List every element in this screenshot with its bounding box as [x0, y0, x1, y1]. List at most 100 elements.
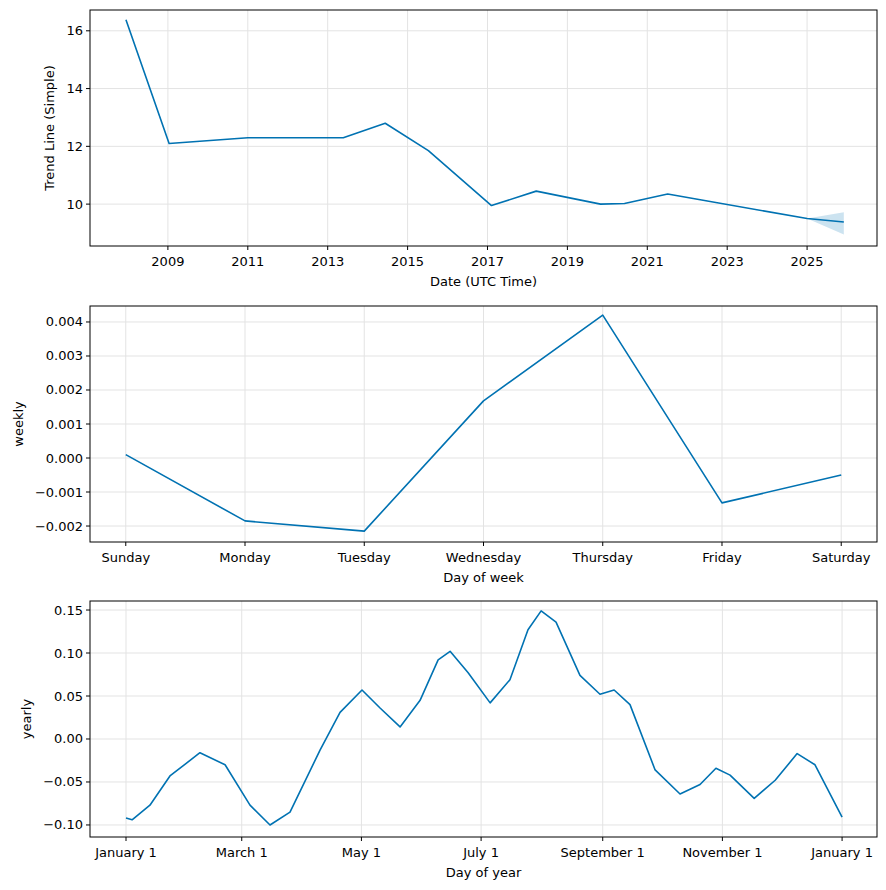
- grid-line: [241, 601, 242, 837]
- tick-label: −0.001: [35, 485, 83, 500]
- grid-line: [841, 306, 842, 542]
- x-axis-label: Day of week: [443, 570, 524, 585]
- grid-line: [602, 601, 603, 837]
- tick-mark: [247, 246, 248, 250]
- tick-mark: [86, 146, 90, 147]
- grid-line: [487, 10, 488, 246]
- tick-label: 2021: [631, 254, 664, 269]
- tick-mark: [327, 246, 328, 250]
- tick-label: January 1: [94, 845, 157, 860]
- tick-label: 0.15: [54, 603, 83, 618]
- frame: [90, 306, 877, 542]
- grid-line: [90, 30, 877, 31]
- tick-label: 2023: [711, 254, 744, 269]
- trend-line: [126, 611, 842, 825]
- tick-mark: [86, 204, 90, 205]
- tick-label: 0.001: [46, 417, 83, 432]
- tick-mark: [487, 246, 488, 250]
- tick-mark: [86, 653, 90, 654]
- grid-line: [361, 601, 362, 837]
- tick-label: 10: [66, 197, 83, 212]
- tick-label: 0.002: [46, 382, 83, 397]
- tick-label: July 1: [462, 845, 499, 860]
- tick-mark: [86, 389, 90, 390]
- tick-mark: [86, 824, 90, 825]
- x-axis-label: Date (UTC Time): [430, 274, 537, 289]
- grid-line: [727, 10, 728, 246]
- grid-line: [167, 10, 168, 246]
- tick-label: −0.05: [43, 774, 83, 789]
- tick-mark: [567, 246, 568, 250]
- tick-mark: [483, 542, 484, 546]
- tick-label: Friday: [702, 550, 742, 565]
- grid-line: [90, 824, 877, 825]
- frame: [90, 10, 877, 246]
- grid-line: [125, 306, 126, 542]
- tick-mark: [602, 837, 603, 841]
- tick-label: 0.10: [54, 646, 83, 661]
- tick-label: 2017: [471, 254, 504, 269]
- tick-label: 2019: [551, 254, 584, 269]
- trend-line: [126, 20, 844, 222]
- grid-line: [567, 10, 568, 246]
- tick-label: 0.05: [54, 689, 83, 704]
- y-axis-label: Trend Line (Simple): [42, 65, 57, 191]
- tick-label: 0.004: [46, 314, 83, 329]
- tick-label: Saturday: [812, 550, 871, 565]
- tick-label: November 1: [682, 845, 762, 860]
- y-axis-label: weekly: [11, 401, 26, 447]
- tick-mark: [727, 246, 728, 250]
- grid-line: [721, 306, 722, 542]
- x-axis-label: Day of year: [446, 865, 522, 880]
- tick-mark: [86, 30, 90, 31]
- tick-label: 0.00: [54, 731, 83, 746]
- tick-label: 2009: [151, 254, 184, 269]
- tick-label: 2011: [231, 254, 264, 269]
- grid-line: [842, 601, 843, 837]
- tick-mark: [722, 837, 723, 841]
- tick-mark: [86, 492, 90, 493]
- trend-line: [126, 315, 841, 531]
- tick-mark: [126, 837, 127, 841]
- grid-line: [602, 306, 603, 542]
- data-group: [126, 315, 841, 531]
- tick-label: 0.000: [46, 451, 83, 466]
- tick-mark: [481, 837, 482, 841]
- tick-label: 0.003: [46, 348, 83, 363]
- tick-mark: [245, 542, 246, 546]
- data-group: [126, 611, 842, 825]
- grid-line: [722, 601, 723, 837]
- tick-label: 14: [66, 81, 83, 96]
- tick-label: Sunday: [101, 550, 150, 565]
- grid-line: [327, 10, 328, 246]
- grid-line: [407, 10, 408, 246]
- tick-mark: [807, 246, 808, 250]
- grid-line: [90, 88, 877, 89]
- grid-line: [483, 306, 484, 542]
- grid-line: [807, 10, 808, 246]
- tick-mark: [841, 542, 842, 546]
- tick-mark: [86, 696, 90, 697]
- panel: −0.002−0.0010.0000.0010.0020.0030.004Sun…: [11, 306, 877, 585]
- tick-label: January 1: [810, 845, 873, 860]
- tick-mark: [86, 738, 90, 739]
- uncertainty-band: [807, 212, 844, 234]
- panel: −0.10−0.050.000.050.100.15January 1March…: [19, 601, 877, 880]
- grid-line: [90, 204, 877, 205]
- tick-label: Thursday: [572, 550, 634, 565]
- tick-label: 2013: [311, 254, 344, 269]
- grid-line: [245, 306, 246, 542]
- grid-line: [481, 601, 482, 837]
- tick-mark: [86, 458, 90, 459]
- grid-line: [90, 610, 877, 611]
- grid-line: [647, 10, 648, 246]
- tick-mark: [721, 542, 722, 546]
- tick-mark: [86, 610, 90, 611]
- tick-mark: [602, 542, 603, 546]
- grid-line: [126, 601, 127, 837]
- tick-label: Tuesday: [337, 550, 391, 565]
- tick-mark: [86, 321, 90, 322]
- tick-label: May 1: [342, 845, 381, 860]
- grid-line: [90, 146, 877, 147]
- grid-line: [90, 738, 877, 739]
